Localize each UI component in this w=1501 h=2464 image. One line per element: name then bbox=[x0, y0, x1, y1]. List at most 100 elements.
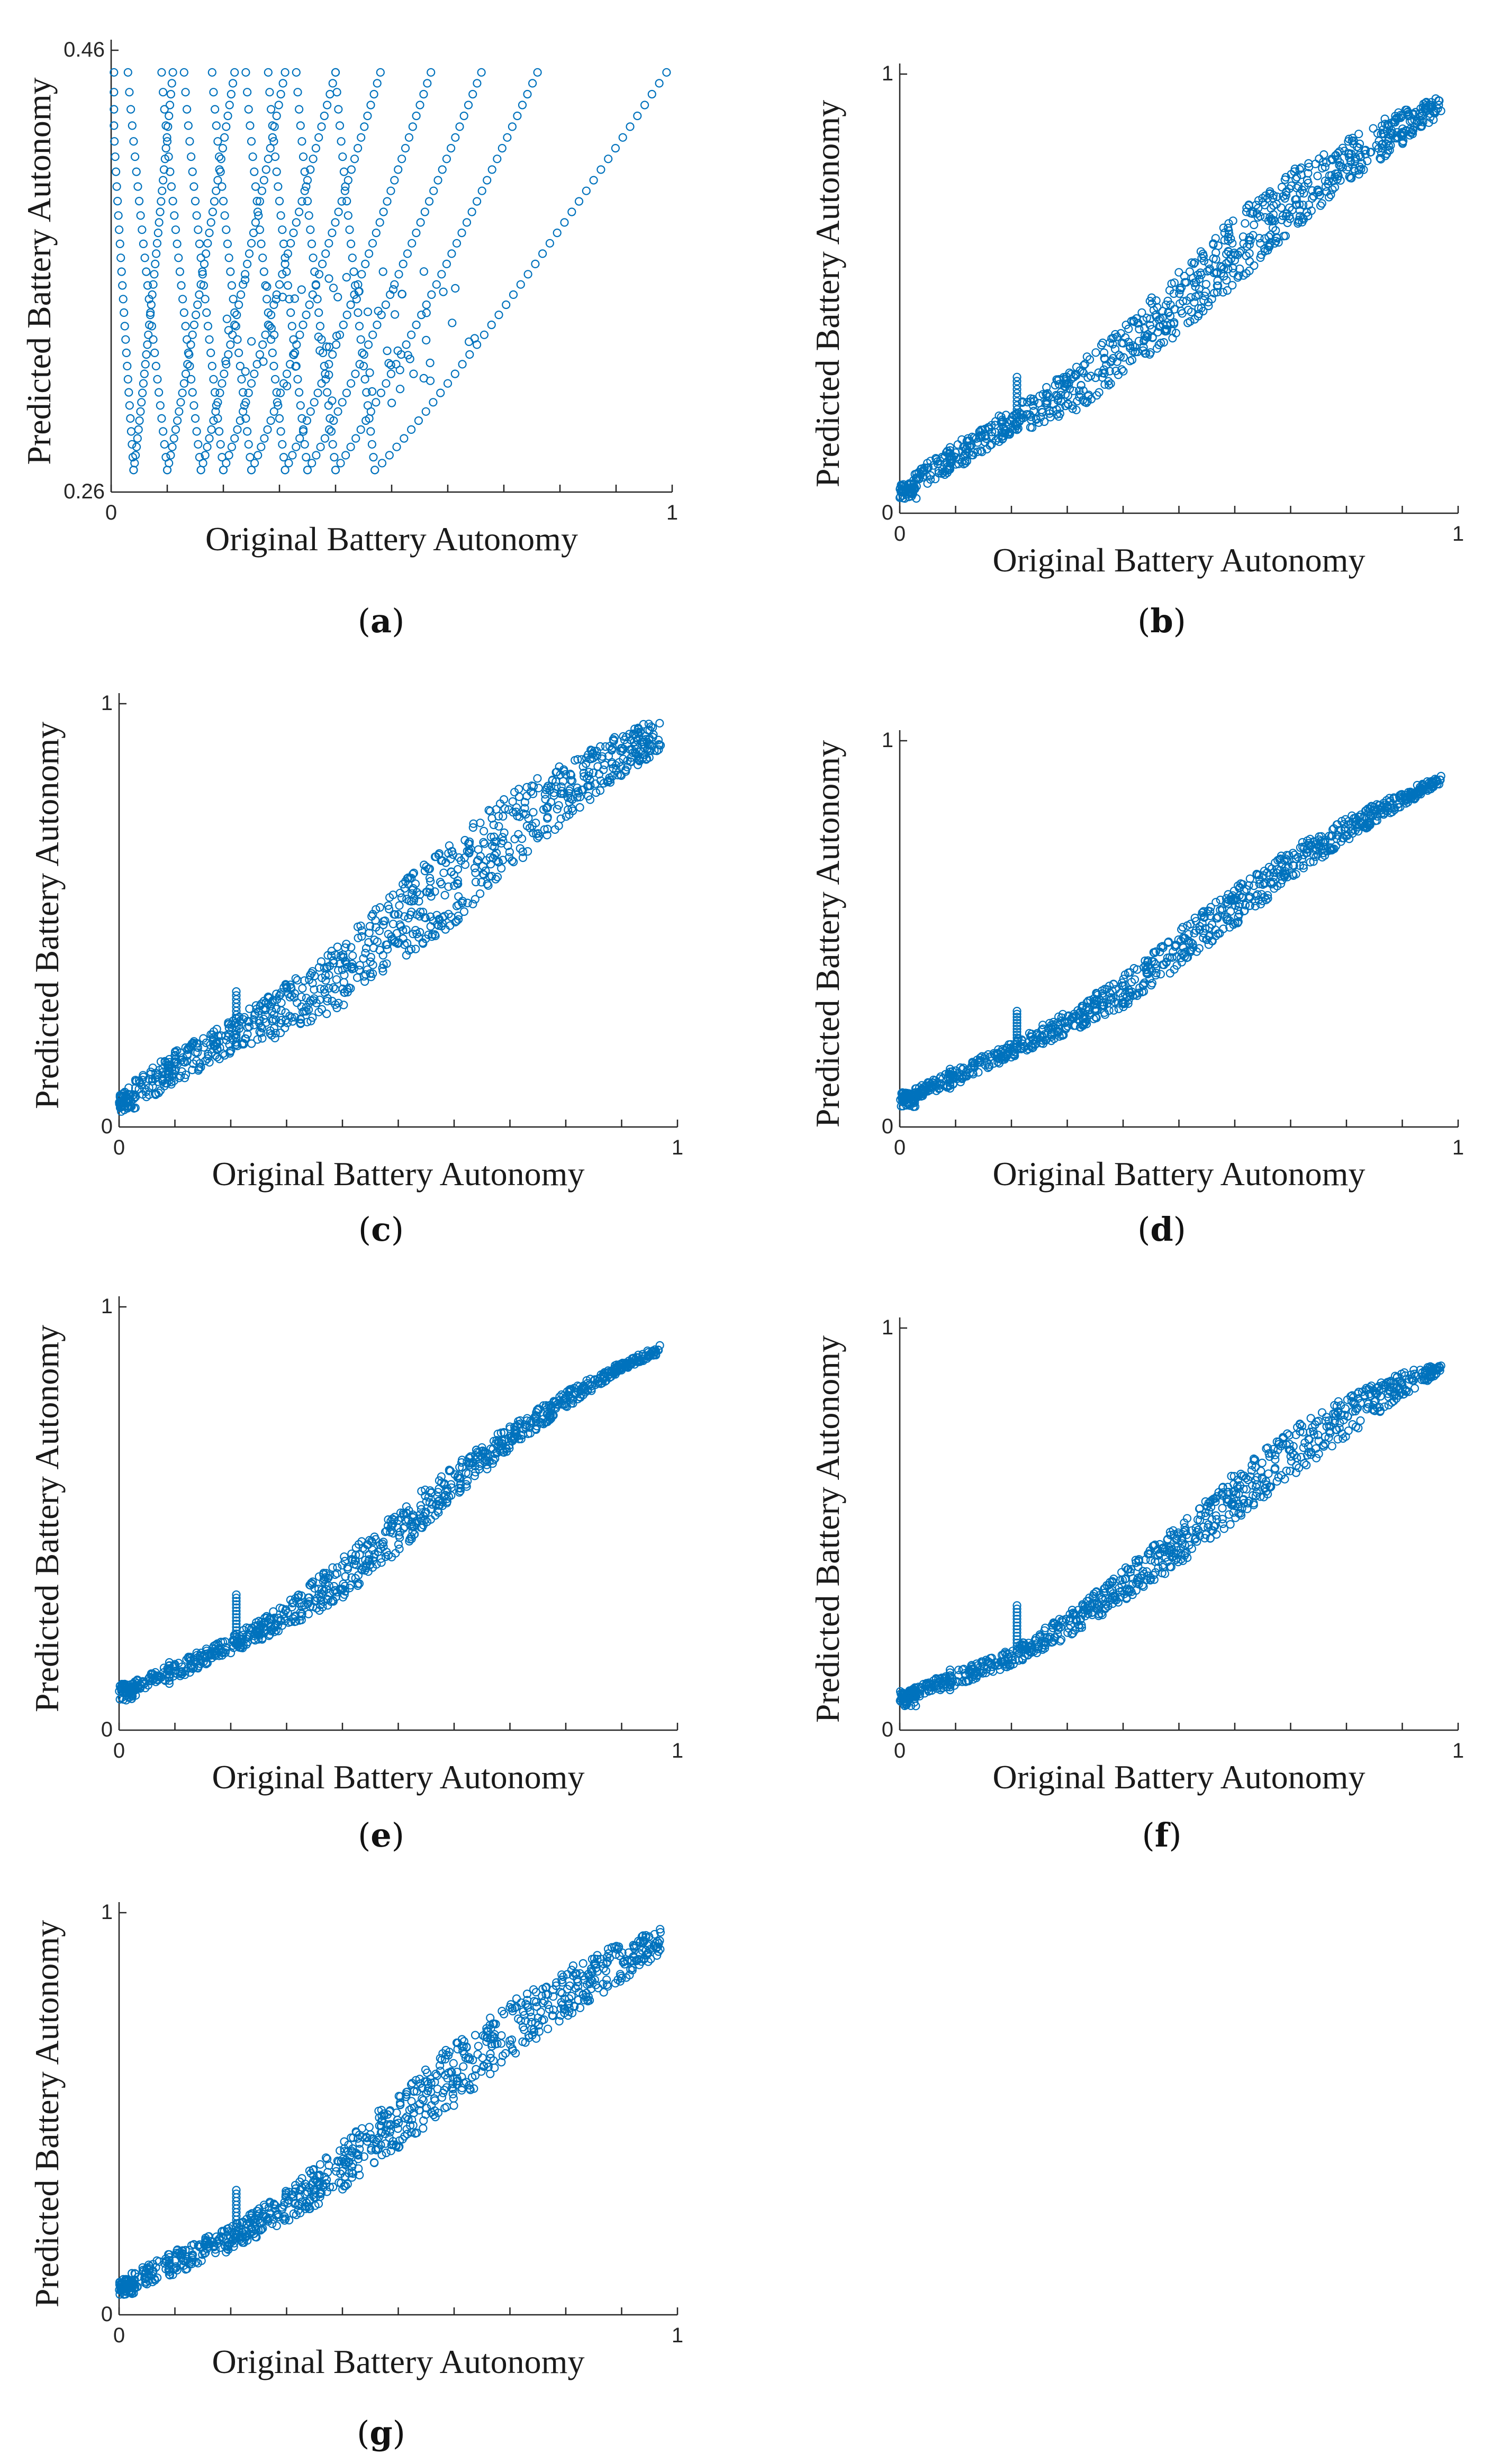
data-point bbox=[308, 967, 317, 976]
data-point bbox=[980, 438, 990, 447]
data-point bbox=[439, 287, 448, 296]
data-point bbox=[1187, 258, 1196, 267]
data-point bbox=[528, 79, 537, 88]
data-point bbox=[237, 375, 246, 384]
data-point bbox=[261, 165, 270, 174]
data-point bbox=[157, 68, 166, 77]
data-point bbox=[574, 197, 584, 206]
data-point bbox=[433, 176, 442, 185]
data-point bbox=[1198, 249, 1207, 258]
data-point bbox=[322, 101, 332, 110]
data-point bbox=[379, 920, 388, 930]
data-point bbox=[264, 68, 273, 77]
data-point bbox=[186, 340, 195, 349]
data-point bbox=[1042, 383, 1051, 392]
data-point bbox=[1228, 239, 1237, 248]
data-point bbox=[1077, 381, 1086, 390]
data-point bbox=[1333, 169, 1342, 178]
data-point bbox=[224, 451, 233, 460]
data-point bbox=[185, 137, 194, 146]
data-point bbox=[364, 340, 373, 349]
data-point bbox=[383, 346, 392, 356]
data-point bbox=[142, 350, 151, 359]
data-point bbox=[477, 68, 486, 77]
data-point bbox=[568, 795, 577, 804]
data-point bbox=[468, 89, 477, 99]
data-point bbox=[448, 319, 457, 328]
data-point bbox=[278, 293, 287, 302]
data-point bbox=[941, 467, 950, 476]
data-point bbox=[408, 239, 417, 248]
data-point bbox=[261, 281, 270, 290]
data-point bbox=[1261, 213, 1270, 222]
data-point bbox=[324, 425, 334, 434]
data-point bbox=[225, 101, 234, 110]
data-point bbox=[245, 249, 254, 258]
data-point bbox=[487, 814, 496, 823]
data-point bbox=[1111, 330, 1120, 339]
data-point bbox=[1045, 409, 1054, 418]
y-tick-label: 1 bbox=[882, 62, 893, 85]
data-point bbox=[528, 789, 538, 798]
data-point bbox=[320, 985, 329, 994]
x-axis-label: Original Battery Autonomy bbox=[993, 1155, 1366, 1193]
data-point bbox=[179, 68, 188, 77]
data-point bbox=[388, 285, 398, 294]
data-point bbox=[1287, 181, 1296, 190]
data-point bbox=[1355, 139, 1364, 148]
data-point bbox=[945, 443, 955, 452]
data-point bbox=[343, 211, 352, 220]
data-point bbox=[349, 267, 358, 276]
data-point bbox=[293, 976, 302, 985]
data-point bbox=[198, 459, 207, 468]
data-point bbox=[518, 101, 527, 110]
data-point bbox=[406, 425, 416, 434]
data-point bbox=[1210, 288, 1219, 298]
data-point bbox=[1012, 405, 1021, 414]
data-point bbox=[329, 284, 338, 293]
data-point bbox=[1397, 111, 1407, 121]
data-point bbox=[1094, 368, 1103, 377]
data-point bbox=[192, 427, 201, 436]
data-point bbox=[275, 197, 284, 206]
data-point bbox=[1106, 379, 1115, 388]
data-point bbox=[340, 186, 349, 195]
data-point bbox=[177, 281, 186, 290]
data-point bbox=[351, 369, 360, 378]
data-point bbox=[335, 121, 345, 130]
data-point bbox=[355, 961, 365, 970]
data-point bbox=[237, 290, 246, 299]
data-point bbox=[636, 747, 645, 756]
data-point bbox=[1052, 390, 1061, 400]
data-point bbox=[1317, 1408, 1327, 1417]
data-point bbox=[294, 207, 304, 216]
data-point bbox=[171, 425, 180, 434]
data-point bbox=[412, 111, 421, 121]
data-point bbox=[1256, 212, 1265, 221]
data-point bbox=[1258, 1458, 1267, 1468]
data-point bbox=[508, 797, 517, 806]
data-point bbox=[408, 122, 417, 131]
data-point bbox=[276, 211, 285, 220]
data-point bbox=[297, 197, 306, 206]
data-point bbox=[339, 320, 348, 330]
data-point bbox=[426, 912, 435, 921]
data-point bbox=[363, 401, 373, 410]
data-point bbox=[203, 322, 212, 331]
data-point bbox=[209, 375, 218, 384]
data-point bbox=[1012, 413, 1021, 422]
data-point bbox=[474, 845, 483, 854]
data-point bbox=[267, 324, 276, 333]
data-point bbox=[581, 759, 591, 768]
data-point bbox=[276, 388, 285, 397]
panel-caption: (c) bbox=[358, 1210, 404, 1249]
data-point bbox=[1051, 380, 1060, 390]
data-point bbox=[239, 388, 248, 397]
data-point bbox=[553, 805, 562, 814]
data-point bbox=[437, 270, 446, 279]
data-point bbox=[1348, 133, 1357, 142]
data-point bbox=[438, 165, 447, 174]
data-point bbox=[463, 898, 472, 907]
data-point bbox=[347, 165, 356, 174]
